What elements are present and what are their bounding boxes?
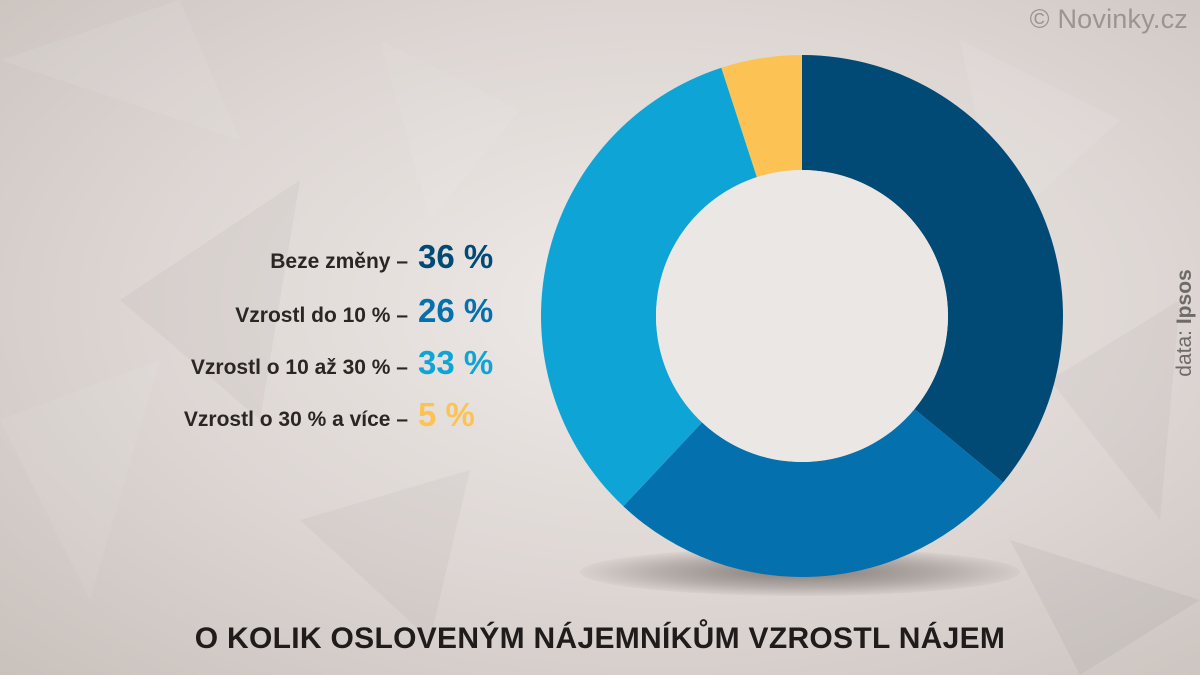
legend-item-3: Vzrostl o 30 % a více – 5 %	[184, 396, 502, 434]
watermark: © Novinky.cz	[1029, 4, 1188, 34]
legend-item-1: Vzrostl do 10 % – 26 %	[235, 292, 502, 330]
legend-label: Vzrostl do 10 % –	[235, 304, 408, 327]
legend-label: Beze změny –	[270, 250, 408, 273]
legend-value: 26 %	[418, 292, 494, 329]
donut-slice-1	[623, 409, 1004, 577]
legend: Beze změny –36 % Vzrostl do 10 % –26 % Vzr…	[0, 0, 520, 675]
donut-slice-2	[540, 67, 757, 507]
donut-slice-3	[721, 55, 802, 178]
legend-item-2: Vzrostl o 10 až 30 % – 33 %	[191, 344, 502, 382]
legend-value: 36 %	[418, 238, 494, 275]
donut-hole	[656, 170, 948, 462]
chart-title: O KOLIK OSLOVENÝM NÁJEMNÍKŮM VZROSTL NÁJ…	[194, 622, 1006, 655]
legend-label: Vzrostl o 30 % a více –	[183, 408, 408, 431]
legend-value: 5 %	[418, 396, 475, 433]
legend-item-0: Beze změny – 36 %	[270, 238, 502, 276]
legend-label: Vzrostl o 10 až 30 % –	[190, 356, 408, 379]
legend-value: 33 %	[418, 344, 494, 381]
donut-slice-0	[802, 55, 1063, 483]
